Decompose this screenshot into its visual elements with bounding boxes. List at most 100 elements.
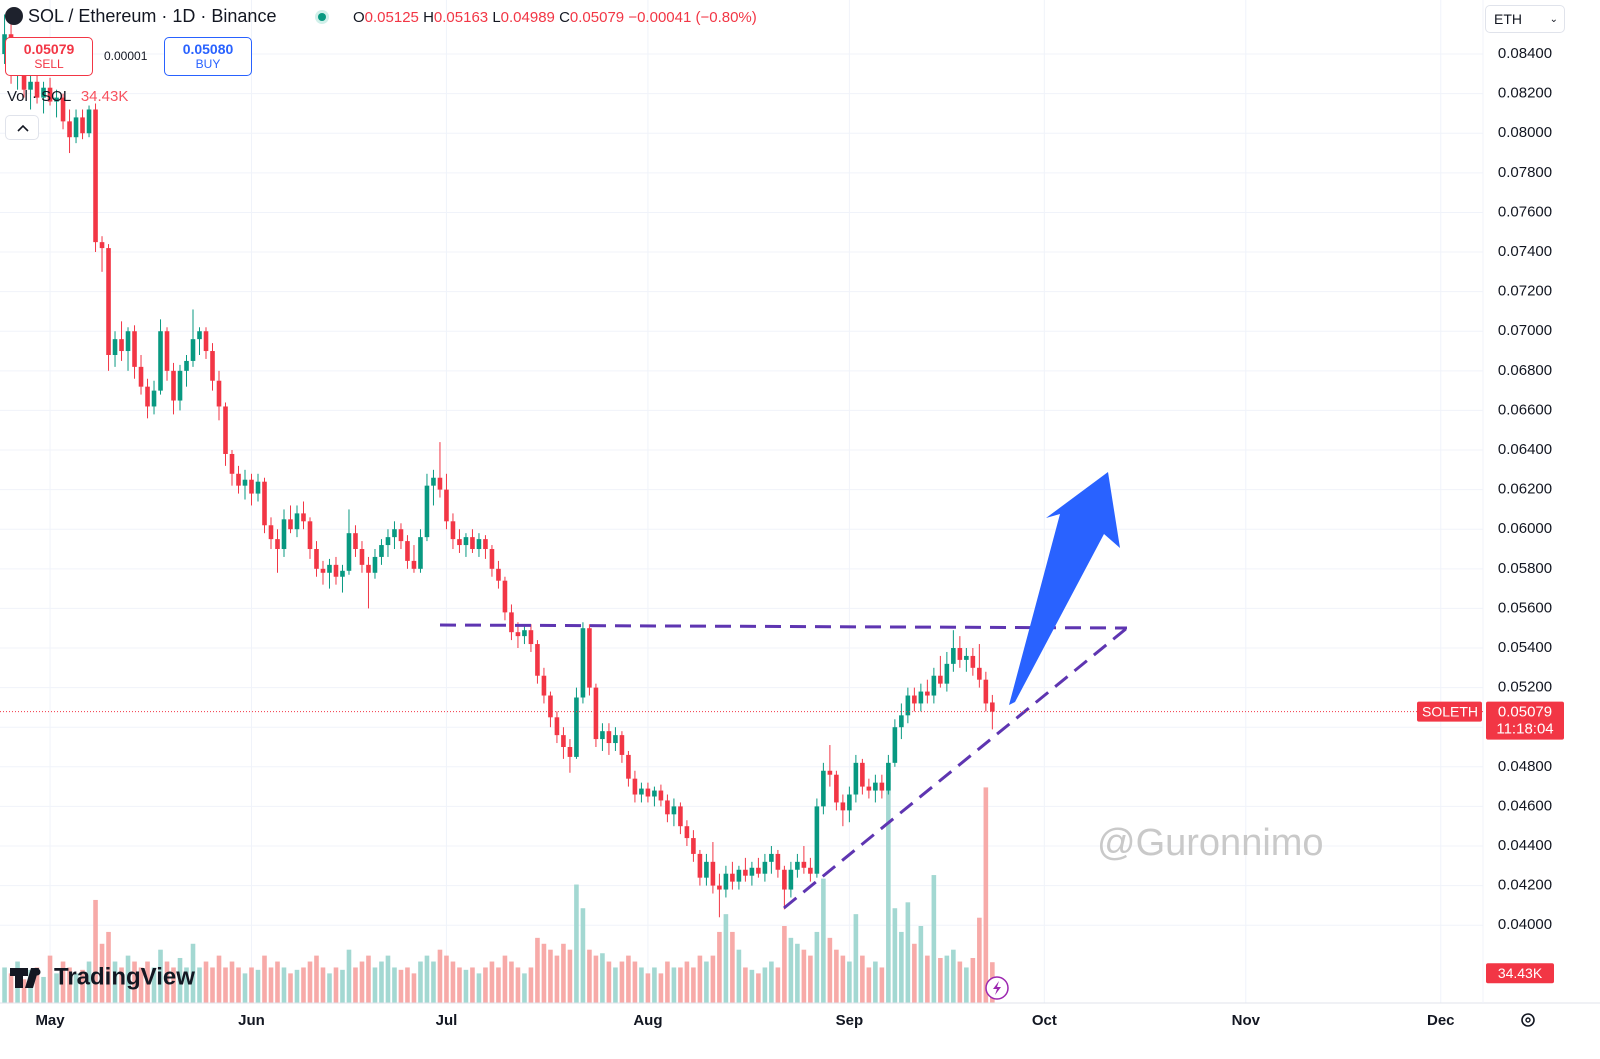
y-tick-label: 0.04800 (1498, 758, 1552, 775)
candle-body (125, 331, 131, 352)
dropdown-caret[interactable]: ⌄ (1549, 14, 1558, 25)
buy-price[interactable]: 0.05080 (182, 41, 234, 57)
watermark: @Guronnimo (1097, 822, 1324, 864)
symbol-tag-text: SOLETH (1422, 703, 1478, 719)
candle-body (463, 537, 469, 546)
candle-body (925, 691, 930, 696)
x-tick-label: Aug (633, 1012, 662, 1029)
volume-bar (106, 931, 111, 1003)
volume-bar (476, 973, 482, 1003)
gear-ring[interactable] (1521, 1013, 1535, 1027)
candle-body (366, 564, 371, 573)
volume-bar (723, 914, 729, 1003)
y-tick-label: 0.06400 (1498, 441, 1552, 458)
y-tick-label: 0.07800 (1498, 164, 1552, 181)
volume-bar (730, 931, 735, 1003)
volume-bar (873, 961, 878, 1003)
candle-body (190, 339, 196, 361)
candle-body (951, 648, 956, 664)
candle-body (710, 861, 716, 886)
volume-bar (483, 967, 488, 1003)
volume-bar (762, 967, 768, 1003)
volume-bar (366, 955, 371, 1003)
y-tick-label: 0.07400 (1498, 243, 1552, 260)
volume-bar (93, 899, 98, 1003)
volume-bar (522, 973, 527, 1003)
y-tick-label: 0.06600 (1498, 401, 1552, 418)
volume-bar (977, 917, 982, 1003)
collapse-button[interactable] (5, 115, 39, 140)
volume-bar (944, 955, 950, 1003)
candle-body (73, 117, 79, 138)
candle-body (476, 539, 482, 550)
settings-button[interactable] (1521, 1013, 1535, 1027)
sell-price[interactable]: 0.05079 (23, 41, 75, 57)
volume-bar (697, 955, 703, 1003)
candle-body (658, 790, 664, 801)
collapse-icon[interactable] (6, 116, 40, 141)
volume-bar (626, 955, 631, 1003)
chevron[interactable] (17, 124, 29, 132)
sell-button[interactable]: 0.05079 SELL (5, 37, 93, 76)
buy-button[interactable]: 0.05080 BUY (164, 37, 252, 76)
currency-select[interactable]: ETH ⌄ (1485, 5, 1565, 33)
volume-bar (561, 943, 566, 1003)
candle-body (372, 556, 378, 573)
sell-label[interactable]: SELL (34, 57, 64, 71)
volume-bar (216, 955, 222, 1003)
x-tick-label: Dec (1427, 1012, 1455, 1029)
candle-body (80, 117, 85, 134)
volume-bar (210, 967, 215, 1003)
volume-bar (899, 931, 904, 1003)
x-tick-label: Nov (1232, 1012, 1261, 1029)
candle-body (112, 339, 118, 355)
lightning-button[interactable] (985, 976, 1009, 1000)
candle-body (346, 533, 352, 571)
candle-body (138, 366, 144, 387)
volume-bar (632, 961, 638, 1003)
volume-bar (21, 979, 27, 1003)
candle-body (502, 580, 508, 613)
volume-bar (957, 961, 963, 1003)
candle-body (944, 663, 950, 684)
candle-body (437, 477, 443, 490)
volume-bar (496, 967, 501, 1003)
candle-body (353, 533, 358, 550)
candle-body (515, 632, 521, 637)
candle-body (554, 717, 560, 736)
candle-body (236, 473, 241, 486)
symbol-header: SOL / Ethereum · 1D · Binance (5, 6, 276, 27)
volume-layer (2, 772, 995, 1003)
candle-body (964, 655, 969, 660)
symbol-icon (5, 7, 23, 25)
volume-bar (41, 976, 46, 1003)
volume-bar (827, 937, 833, 1003)
volume-bar (320, 967, 326, 1003)
volume-bar (905, 902, 911, 1003)
volume-bar (743, 967, 748, 1003)
change: −0.00041 (−0.80%) (628, 9, 757, 26)
gear-hub[interactable] (1525, 1017, 1531, 1023)
candle-body (957, 648, 963, 660)
lightning-icon[interactable] (993, 981, 1001, 995)
volume-bar (359, 961, 365, 1003)
volume-bar (281, 967, 287, 1003)
currency[interactable]: ETH (1494, 11, 1522, 27)
volume-bar (684, 961, 690, 1003)
candle-body (717, 885, 722, 890)
volume-bar (892, 908, 898, 1003)
y-tick-label: 0.05800 (1498, 560, 1552, 577)
candle-body (86, 109, 92, 134)
buy-label[interactable]: BUY (195, 57, 221, 71)
candle-body (216, 380, 222, 407)
candle-body (184, 360, 189, 371)
volume-bar (379, 961, 384, 1003)
x-tick-label: Oct (1032, 1012, 1057, 1029)
volume-bar (814, 931, 820, 1003)
candle-body (567, 747, 573, 757)
candle-body (860, 762, 865, 787)
y-tick-label: 0.08400 (1498, 45, 1552, 62)
ohlc-letter: C (559, 9, 570, 26)
